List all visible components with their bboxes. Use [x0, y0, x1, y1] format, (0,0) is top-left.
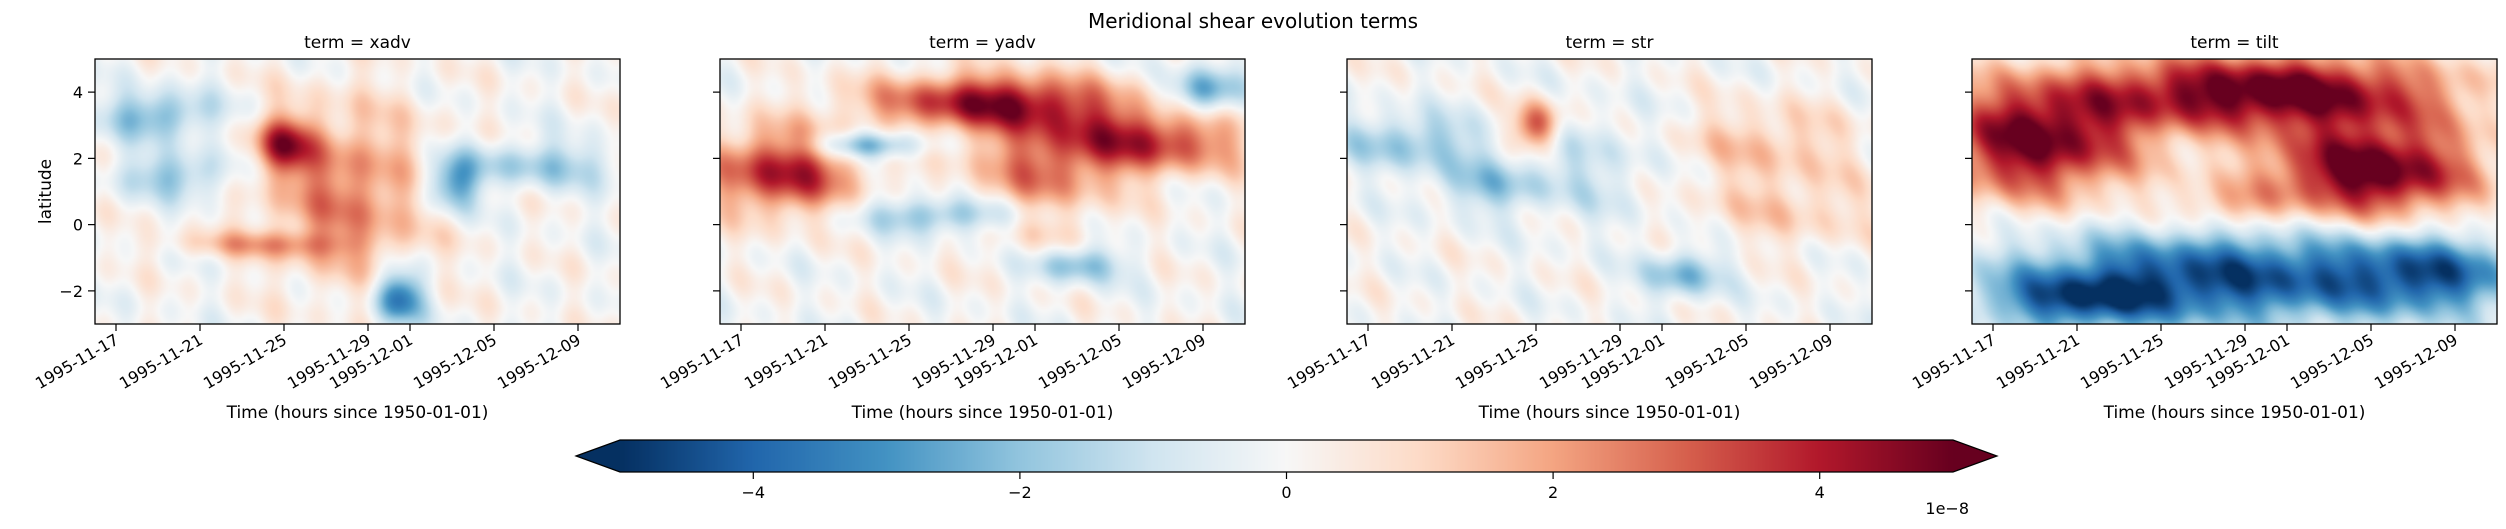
- x-tick-label: 1995-11-17: [1909, 330, 1999, 393]
- x-tick-label: 1995-12-05: [1035, 330, 1125, 393]
- x-tick-label: 1995-12-05: [1662, 330, 1752, 393]
- panel-title: term = tilt: [2190, 33, 2279, 53]
- colorbar-gradient: [620, 440, 1953, 472]
- y-tick-label: 4: [73, 83, 83, 102]
- x-tick-label: 1995-11-25: [200, 330, 290, 393]
- colorbar-offset-text: 1e−8: [1925, 499, 1969, 518]
- y-tick-label: 0: [73, 216, 83, 235]
- x-axis-label: Time (hours since 1950-01-01): [226, 403, 489, 423]
- panel-title: term = yadv: [929, 33, 1036, 53]
- panel-3: term = tilt 1995-11-171995-11-211995-11-2…: [1909, 33, 2498, 423]
- x-tick-label: 1995-11-21: [1368, 330, 1458, 393]
- colorbar-tick-label: −2: [1008, 483, 1032, 502]
- x-axis-label: Time (hours since 1950-01-01): [1478, 403, 1741, 423]
- panel-1: term = yadv 1995-11-171995-11-211995-11-2…: [657, 33, 1246, 423]
- plot-frame: [1971, 58, 2498, 325]
- y-tick-label: −2: [59, 282, 83, 301]
- x-tick-label: 1995-12-09: [2371, 330, 2461, 393]
- x-tick-label: 1995-12-05: [2287, 330, 2377, 393]
- x-axis-label: Time (hours since 1950-01-01): [2103, 403, 2366, 423]
- colorbar-tick-label: 2: [1548, 483, 1558, 502]
- colorbar-extend-low: [576, 440, 620, 472]
- colorbar-tick-label: 0: [1281, 483, 1291, 502]
- x-tick-label: 1995-11-21: [116, 330, 206, 393]
- colorbar-extend-high: [1953, 440, 1997, 472]
- colorbar: −4 −2 0 2 4 1e−8: [574, 439, 1999, 518]
- x-tick-label: 1995-11-21: [1993, 330, 2083, 393]
- heatmap-image-1: [720, 59, 1245, 324]
- heatmap-image-0: [95, 59, 620, 324]
- x-tick-label: 1995-11-17: [657, 330, 747, 393]
- y-axis-label: latitude: [36, 159, 56, 224]
- panel-0: term = xadv−2024latitude1995-11-171995-1…: [32, 33, 621, 423]
- colorbar-tick-label: 4: [1815, 483, 1825, 502]
- panel-title: term = str: [1566, 33, 1654, 53]
- figure-title: Meridional shear evolution terms: [1088, 9, 1418, 33]
- plot-frame: [1346, 58, 1873, 325]
- x-tick-label: 1995-12-05: [410, 330, 500, 393]
- panel-2: term = str 1995-11-171995-11-211995-11-25…: [1284, 33, 1873, 423]
- x-axis-label: Time (hours since 1950-01-01): [851, 403, 1114, 423]
- plot-frame: [719, 58, 1246, 325]
- x-tick-label: 1995-12-09: [494, 330, 584, 393]
- x-tick-label: 1995-11-17: [1284, 330, 1374, 393]
- colorbar-tick-label: −4: [742, 483, 766, 502]
- x-tick-label: 1995-11-25: [825, 330, 915, 393]
- x-tick-label: 1995-11-17: [32, 330, 122, 393]
- x-tick-label: 1995-12-09: [1746, 330, 1836, 393]
- plot-frame: [94, 58, 621, 325]
- x-tick-label: 1995-12-09: [1119, 330, 1209, 393]
- y-tick-label: 2: [73, 149, 83, 168]
- heatmap-image-2: [1347, 59, 1872, 324]
- colorbar-outline: [574, 439, 1999, 473]
- x-tick-label: 1995-11-25: [1452, 330, 1542, 393]
- heatmap-image-3: [1972, 59, 2497, 324]
- x-tick-label: 1995-11-21: [741, 330, 831, 393]
- panel-title: term = xadv: [304, 33, 411, 53]
- x-tick-label: 1995-11-25: [2077, 330, 2167, 393]
